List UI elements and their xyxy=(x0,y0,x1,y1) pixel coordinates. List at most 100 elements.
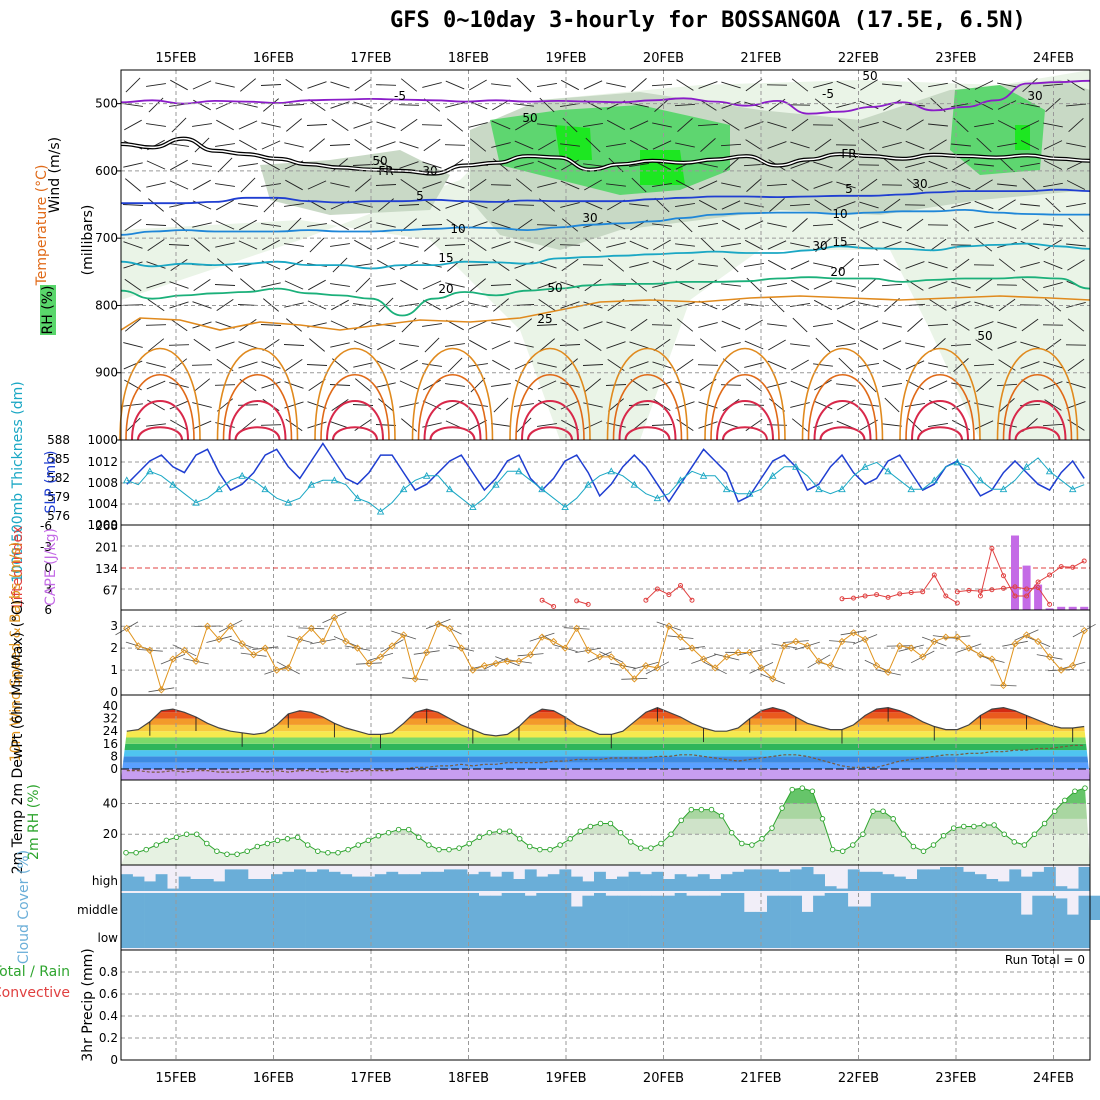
rh-marker xyxy=(123,849,129,856)
wind-barb xyxy=(951,382,971,388)
wind-barb xyxy=(721,283,741,287)
wind-barb xyxy=(699,338,717,352)
wind-barb xyxy=(354,239,372,251)
wind-barb xyxy=(791,418,809,432)
li-line-segment xyxy=(979,546,1085,597)
wind-barb xyxy=(537,123,557,127)
cloud-bar-low xyxy=(536,920,549,948)
cape-tick-label: 268 xyxy=(95,519,118,533)
wind-barb xyxy=(331,219,349,231)
slp-marker xyxy=(676,476,685,484)
wind-barb xyxy=(537,281,557,289)
cloud-bar-low xyxy=(720,920,733,948)
li-line-segment xyxy=(841,574,958,604)
wind-barb xyxy=(168,344,190,346)
cloud-level-labels: high middle low xyxy=(77,874,118,945)
wind-barb xyxy=(721,219,741,231)
cloud-bar-low xyxy=(963,920,975,948)
wind-barb xyxy=(331,399,349,411)
rh-marker xyxy=(880,808,886,814)
wind-barb xyxy=(146,380,166,390)
wind-barb xyxy=(352,164,374,166)
rh-marker xyxy=(769,825,775,831)
wind-barb xyxy=(975,278,993,292)
upper-ylabel-pressure: (millibars) xyxy=(80,205,96,276)
wind-barb xyxy=(698,263,718,267)
cloud-bar-low xyxy=(201,920,214,948)
wind-barb-10m xyxy=(115,621,139,636)
cloud-bar-high xyxy=(478,871,491,891)
temp-tick-label: 32 xyxy=(103,712,118,726)
warm-isotherm-loop xyxy=(905,373,975,441)
date-label-top: 16FEB xyxy=(253,51,294,66)
rh-marker xyxy=(375,833,382,839)
wind-speed-marker xyxy=(838,637,846,646)
wind-barb xyxy=(329,384,351,386)
wind-barb xyxy=(559,344,581,346)
wind-barb xyxy=(882,141,902,149)
wind-barb xyxy=(1020,102,1040,108)
wind-barb xyxy=(492,99,510,111)
wind-speed-marker xyxy=(423,648,431,657)
wind-barb xyxy=(260,324,282,326)
cloud-bar-low xyxy=(397,920,410,948)
wind-barb xyxy=(422,363,442,367)
wind-barb xyxy=(123,360,143,370)
wind-barb xyxy=(307,223,327,227)
wind-barb xyxy=(631,78,647,92)
wind-barb xyxy=(1022,77,1038,93)
temperature-line xyxy=(126,706,1085,737)
wind-tick-label: 1 xyxy=(110,663,118,677)
rh-region xyxy=(1015,125,1030,150)
cloud-bar-middle xyxy=(167,893,179,920)
thickness-slp-panel: 588 585 582 579 576 1012 1008 1004 1000 1000-500… xyxy=(10,381,1091,583)
rh-band xyxy=(121,818,1090,835)
li-marker xyxy=(585,601,591,607)
wind-barb xyxy=(745,78,763,92)
cloud-bar-middle xyxy=(340,893,353,920)
wind-barb xyxy=(814,98,832,112)
wind-barb xyxy=(974,321,994,329)
wind-barb xyxy=(124,278,142,292)
wind-barb xyxy=(331,119,349,131)
li-marker xyxy=(643,597,649,603)
cloud-bar-high xyxy=(178,876,191,891)
wind-barb xyxy=(560,202,580,208)
warm-isotherm-loop xyxy=(710,373,780,441)
rh-marker xyxy=(678,817,684,824)
wind-speed-marker xyxy=(492,659,500,668)
rh-marker xyxy=(254,843,261,850)
wind-barb xyxy=(767,382,787,388)
cloud-bar-middle xyxy=(363,893,376,920)
wind-barb xyxy=(997,321,1017,329)
cloud-panel: high middle low Cloud Cover (%) xyxy=(16,850,1100,964)
warm-isotherm-loop xyxy=(722,426,768,441)
wind-barb xyxy=(261,140,281,150)
wind-barb xyxy=(721,182,741,188)
wind-barb xyxy=(905,241,925,249)
wind-barb xyxy=(560,143,580,147)
wind-barb xyxy=(791,179,809,191)
slp-marker xyxy=(353,494,362,502)
wind-barb xyxy=(216,299,234,311)
wind-barb xyxy=(559,244,581,246)
cloud-bar-low xyxy=(974,920,987,948)
wind-barb xyxy=(284,302,304,308)
wind-barb xyxy=(285,259,303,271)
wind-barb xyxy=(674,103,696,107)
isotherm-label: 10 xyxy=(450,222,465,236)
cloud-bar-low xyxy=(259,920,272,948)
upper-air-panel: 50305030505030305030-5FR510152025-5FR510… xyxy=(34,69,1091,447)
wind-barb xyxy=(1022,177,1038,193)
temp-band-group xyxy=(121,707,1090,780)
wind-speed-marker xyxy=(203,622,212,630)
rh-marker xyxy=(688,806,695,813)
wind-speed-marker xyxy=(215,635,223,643)
wind-barb xyxy=(746,178,762,192)
wind-barb xyxy=(1020,140,1040,150)
rh-marker xyxy=(890,816,896,822)
wind-frame xyxy=(120,609,1091,696)
slp-marker xyxy=(307,480,316,488)
wind-barb xyxy=(974,100,994,110)
wind-barb xyxy=(837,219,855,231)
